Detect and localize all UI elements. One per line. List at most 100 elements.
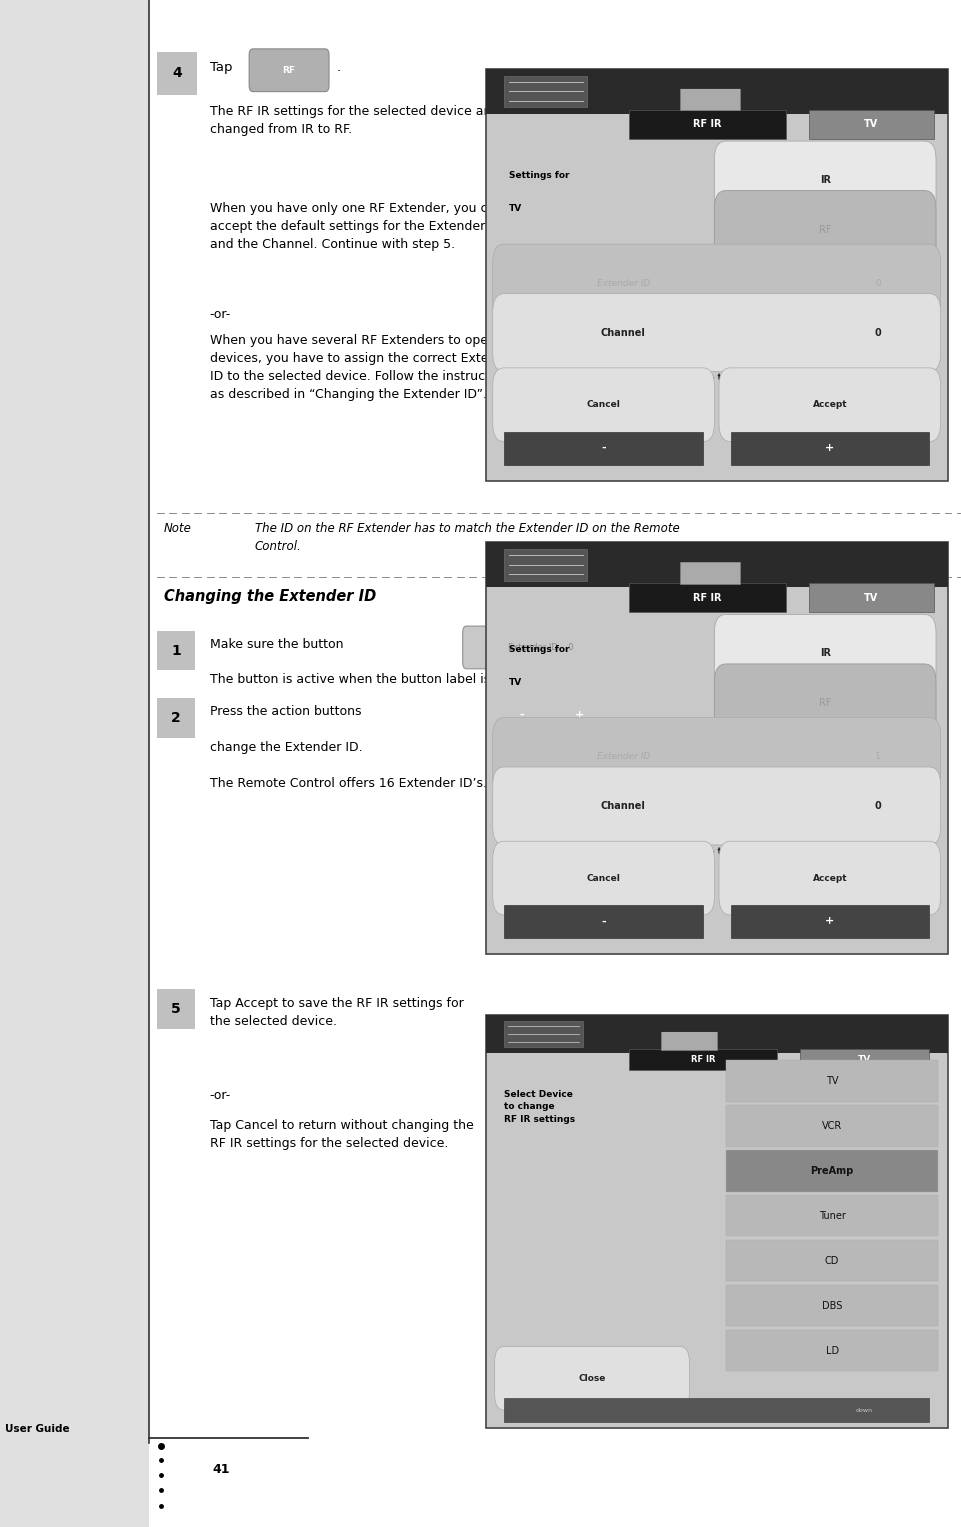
FancyBboxPatch shape <box>494 1347 689 1409</box>
Text: +: + <box>574 710 583 719</box>
Text: 0: 0 <box>874 802 880 811</box>
Text: TV: TV <box>508 205 522 214</box>
Text: CD: CD <box>825 1255 838 1266</box>
Text: RF IR: RF IR <box>690 1055 714 1064</box>
Text: The RF IR settings for the selected device are
changed from IR to RF.: The RF IR settings for the selected devi… <box>209 105 495 136</box>
Text: RF: RF <box>282 66 295 75</box>
Text: Channel: Channel <box>601 802 645 811</box>
Bar <box>157 989 195 1029</box>
Text: Use + or - to change: Use + or - to change <box>668 847 764 855</box>
Text: TV: TV <box>857 1055 870 1064</box>
FancyBboxPatch shape <box>492 718 940 796</box>
FancyBboxPatch shape <box>714 664 935 742</box>
Text: IR: IR <box>819 176 830 185</box>
Bar <box>628 110 785 139</box>
Text: Select Device
to change
RF IR settings: Select Device to change RF IR settings <box>504 1090 575 1124</box>
Bar <box>726 1240 937 1281</box>
Bar <box>660 1031 716 1049</box>
Text: Press the action buttons: Press the action buttons <box>209 705 360 718</box>
Text: .: . <box>336 61 340 73</box>
Text: Cancel: Cancel <box>586 400 620 409</box>
FancyBboxPatch shape <box>718 841 940 915</box>
Text: change the Extender ID.: change the Extender ID. <box>209 741 362 754</box>
Bar <box>679 89 739 110</box>
Text: 2: 2 <box>171 710 181 725</box>
Bar <box>157 52 197 95</box>
Bar <box>504 906 702 938</box>
FancyBboxPatch shape <box>714 614 935 692</box>
Bar <box>726 1106 937 1147</box>
Text: -: - <box>601 916 605 927</box>
Text: 0: 0 <box>875 278 880 287</box>
Text: +: + <box>825 916 833 927</box>
Text: Tap Cancel to return without changing the
RF IR settings for the selected device: Tap Cancel to return without changing th… <box>209 1119 473 1150</box>
Polygon shape <box>676 73 742 89</box>
Text: Accept: Accept <box>812 400 847 409</box>
Text: Extender ID: Extender ID <box>596 751 650 760</box>
Text: -or-: -or- <box>209 308 231 322</box>
Bar <box>551 699 606 730</box>
Text: Tap Accept to save the RF IR settings for
the selected device.: Tap Accept to save the RF IR settings fo… <box>209 997 463 1028</box>
Text: Accept: Accept <box>812 873 847 883</box>
Text: 5: 5 <box>171 1002 181 1017</box>
FancyBboxPatch shape <box>714 191 935 269</box>
Text: When you have several RF Extenders to operate
devices, you have to assign the co: When you have several RF Extenders to op… <box>209 334 516 402</box>
Text: 41: 41 <box>212 1463 230 1477</box>
Text: When you have only one RF Extender, you can
accept the default settings for the : When you have only one RF Extender, you … <box>209 202 503 250</box>
Bar <box>504 75 587 107</box>
Bar <box>485 542 947 954</box>
Text: The ID on the RF Extender has to match the Extender ID on the Remote
Control.: The ID on the RF Extender has to match t… <box>255 522 679 553</box>
Bar <box>679 562 739 583</box>
Text: TV: TV <box>863 592 877 603</box>
Bar <box>726 1286 937 1327</box>
Text: Extender ID: Extender ID <box>596 278 650 287</box>
Bar <box>628 583 785 612</box>
Text: RF IR: RF IR <box>693 119 721 130</box>
Text: The Remote Control offers 16 Extender ID’s.: The Remote Control offers 16 Extender ID… <box>209 777 486 791</box>
Text: -: - <box>601 443 605 454</box>
Bar <box>808 110 933 139</box>
Text: Tuner: Tuner <box>818 1211 845 1220</box>
Bar <box>504 548 587 580</box>
FancyBboxPatch shape <box>492 767 940 844</box>
Text: 1: 1 <box>875 751 880 760</box>
Text: Cancel: Cancel <box>586 873 620 883</box>
Text: RF IR: RF IR <box>693 592 721 603</box>
Text: RF: RF <box>818 224 830 235</box>
Text: Make sure the button: Make sure the button <box>209 638 343 651</box>
Bar <box>808 583 933 612</box>
FancyBboxPatch shape <box>249 49 329 92</box>
FancyBboxPatch shape <box>462 626 619 669</box>
Text: is active.: is active. <box>626 638 681 651</box>
Text: to: to <box>618 705 630 718</box>
Bar <box>729 906 928 938</box>
Bar <box>504 432 702 464</box>
Bar <box>0 0 149 1527</box>
Text: Close: Close <box>578 1374 605 1383</box>
Bar <box>493 699 549 730</box>
Bar <box>504 1399 928 1422</box>
Text: -: - <box>519 710 523 719</box>
Text: User Guide: User Guide <box>5 1423 69 1434</box>
Text: -or-: -or- <box>209 1089 231 1102</box>
Text: Changing the Extender ID: Changing the Extender ID <box>163 589 376 605</box>
Text: VCR: VCR <box>821 1121 842 1132</box>
Bar <box>726 1150 937 1191</box>
Bar <box>799 1049 928 1070</box>
Text: TV: TV <box>508 678 522 687</box>
Text: 1: 1 <box>171 643 181 658</box>
Text: Use + or - to change: Use + or - to change <box>668 374 764 382</box>
Text: Tap: Tap <box>209 61 232 73</box>
Bar <box>485 69 947 115</box>
Bar <box>504 1022 582 1048</box>
Bar <box>729 432 928 464</box>
FancyBboxPatch shape <box>718 368 940 441</box>
Text: Settings for: Settings for <box>508 171 569 180</box>
FancyBboxPatch shape <box>492 244 940 322</box>
Bar <box>726 1330 937 1371</box>
FancyBboxPatch shape <box>492 368 714 441</box>
Bar <box>726 1060 937 1101</box>
Text: 4: 4 <box>172 66 182 81</box>
FancyBboxPatch shape <box>492 841 714 915</box>
Text: Settings for: Settings for <box>508 644 569 654</box>
